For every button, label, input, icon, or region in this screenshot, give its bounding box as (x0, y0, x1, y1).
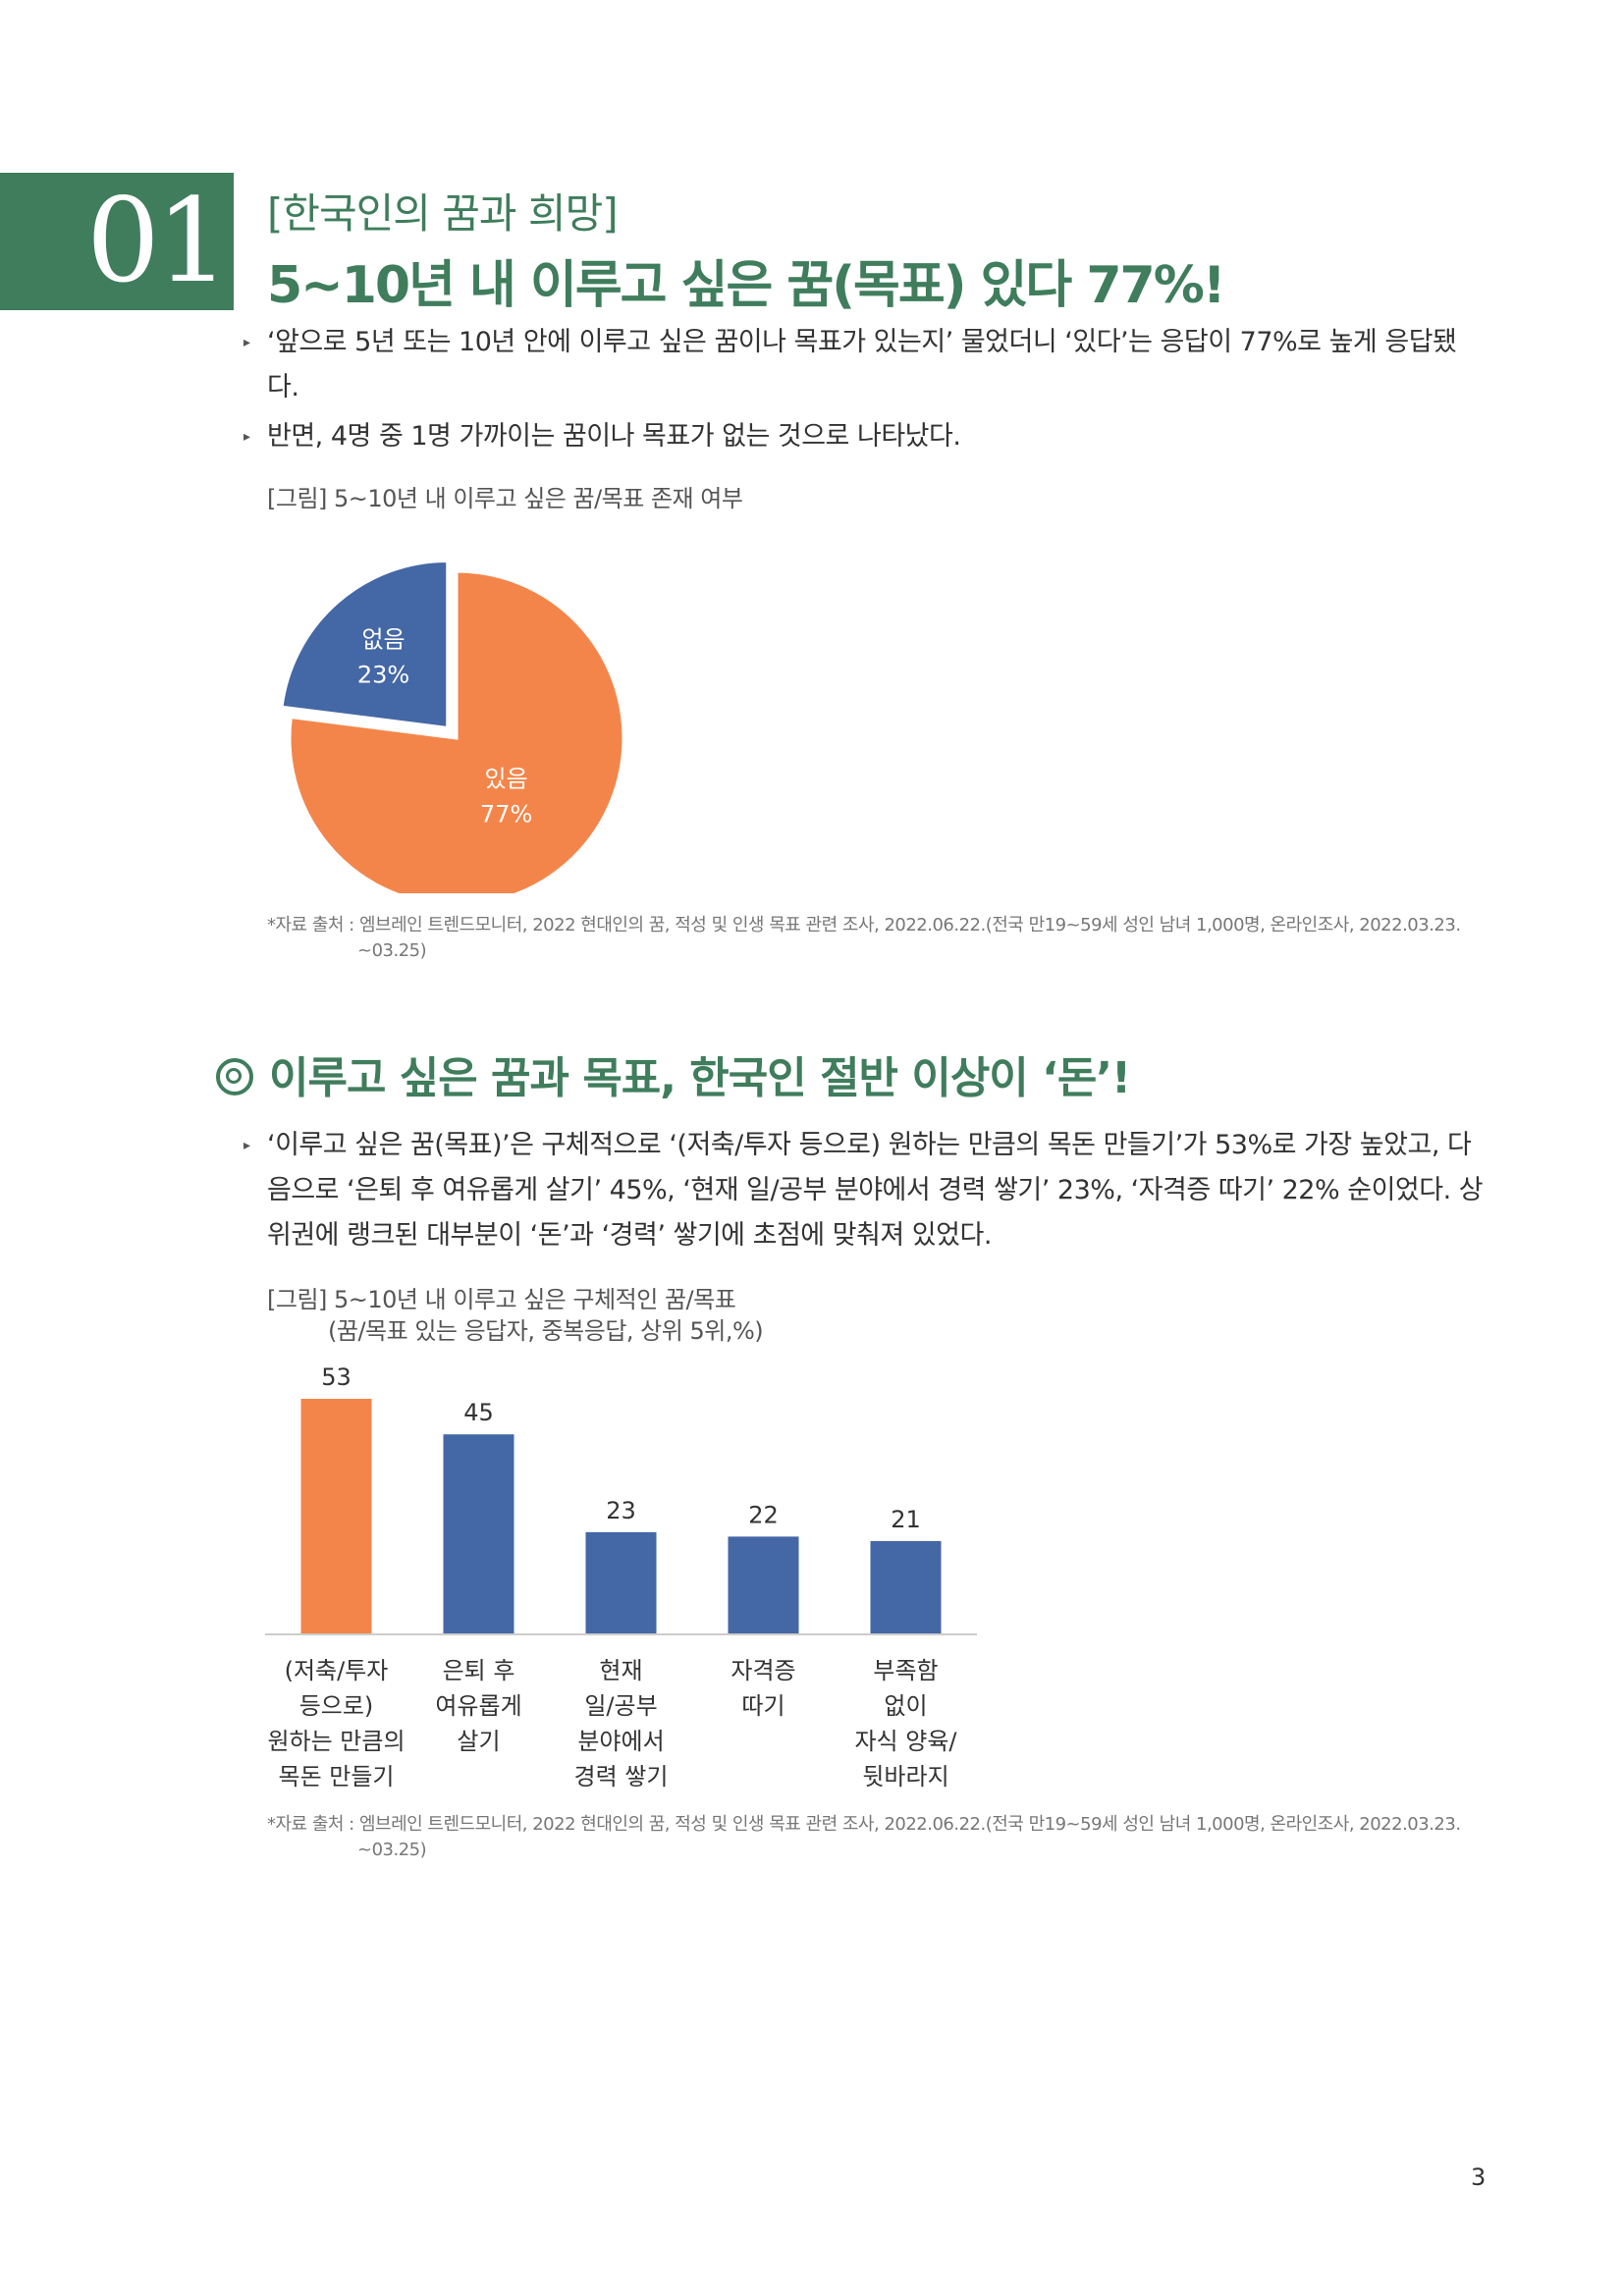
bar (300, 1399, 372, 1634)
bullet-marker-icon: ▸ (243, 429, 250, 445)
category-label: 경력 쌓기 (574, 1763, 669, 1790)
source-note: *자료 출처 : 엠브레인 트렌드모니터, 2022 현대인의 꿈, 적성 및 … (267, 1812, 1465, 1863)
source-note: *자료 출처 : 엠브레인 트렌드모니터, 2022 현대인의 꿈, 적성 및 … (267, 913, 1465, 964)
bar-value-label: 53 (321, 1363, 352, 1391)
source-line: *자료 출처 : 엠브레인 트렌드모니터, 2022 현대인의 꿈, 적성 및 … (267, 1814, 1461, 1835)
category-label: 살기 (457, 1728, 500, 1755)
category-label: (저축/투자 (285, 1657, 389, 1684)
source-line-continued: ~03.25) (357, 1840, 427, 1860)
pie-chart: 없음 23% 있음 77% (280, 559, 625, 893)
bullet-text: ‘이루고 싶은 꿈(목표)’은 구체적으로 ‘(저축/투자 등으로) 원하는 만… (267, 1130, 1484, 1251)
category-label: 등으로) (299, 1692, 374, 1720)
bar (870, 1540, 942, 1634)
category-label: 은퇴 후 (443, 1657, 515, 1684)
category-label: 자식 양육/ (854, 1728, 957, 1755)
page-number: 3 (1471, 2163, 1487, 2191)
category-label: 없이 (884, 1692, 927, 1720)
category-label: 현재 (599, 1657, 642, 1684)
section2-title-text: 이루고 싶은 꿈과 목표, 한국인 절반 이상이 ‘돈’! (269, 1053, 1131, 1103)
bar (585, 1531, 657, 1634)
source-line-continued: ~03.25) (357, 940, 427, 961)
source-line: *자료 출처 : 엠브레인 트렌드모니터, 2022 현대인의 꿈, 적성 및 … (267, 915, 1461, 935)
bullet-marker-icon: ▸ (243, 1138, 250, 1153)
bar (728, 1536, 799, 1634)
category-label: 원하는 만큼의 (267, 1728, 405, 1755)
bullet-text: 반면, 4명 중 1명 가까이는 꿈이나 목표가 없는 것으로 나타났다. (267, 421, 961, 452)
bullet-item: ▸ 반면, 4명 중 1명 가까이는 꿈이나 목표가 없는 것으로 나타났다. (243, 414, 1485, 459)
section-number-box: 01 (0, 173, 234, 310)
bar-value-label: 22 (748, 1501, 779, 1528)
pie-slice-2 (288, 569, 625, 893)
figure2-caption: [그림] 5~10년 내 이루고 싶은 구체적인 꿈/목표 (267, 1286, 736, 1313)
double-circle-icon (216, 1058, 253, 1095)
category-label: 목돈 만들기 (278, 1763, 394, 1790)
category-label: 자격증 (730, 1657, 795, 1684)
pie-slice-value: 23% (357, 662, 409, 689)
category-label: 뒷바라지 (862, 1763, 948, 1790)
bullet-text: ‘앞으로 5년 또는 10년 안에 이루고 싶은 꿈이나 목표가 있는지’ 물었… (267, 327, 1457, 402)
section2-title: 이루고 싶은 꿈과 목표, 한국인 절반 이상이 ‘돈’! (216, 1042, 1131, 1105)
bullet-marker-icon: ▸ (243, 335, 250, 350)
figure2-subcaption: (꿈/목표 있는 응답자, 중복응답, 상위 5위,%) (328, 1317, 764, 1345)
bar-value-label: 45 (463, 1399, 494, 1426)
category-label: 일/공부 (584, 1692, 657, 1720)
pie-slice-value: 77% (480, 800, 532, 828)
category-label: 분야에서 (577, 1728, 664, 1755)
section-kicker: [한국인의 꿈과 희망] (267, 189, 619, 238)
bar-value-label: 21 (891, 1506, 921, 1533)
bar (443, 1434, 514, 1634)
pie-slice-1 (280, 559, 450, 730)
pie-slice-label: 없음 (361, 626, 405, 654)
category-label: 여유롭게 (435, 1692, 521, 1720)
section-number: 01 (85, 173, 230, 308)
headline: 5~10년 내 이루고 싶은 꿈(목표) 있다 77%! (267, 256, 1226, 315)
bullet-item: ▸ ‘앞으로 5년 또는 10년 안에 이루고 싶은 꿈이나 목표가 있는지’ … (243, 320, 1485, 410)
pie-slice-label: 있음 (485, 765, 528, 792)
category-label: 부족함 (873, 1657, 938, 1684)
figure1-caption: [그림] 5~10년 내 이루고 싶은 꿈/목표 존재 여부 (267, 485, 743, 512)
bullet-item: ▸ ‘이루고 싶은 꿈(목표)’은 구체적으로 ‘(저축/투자 등으로) 원하는… (243, 1123, 1485, 1258)
bar-value-label: 23 (606, 1497, 636, 1524)
category-label: 따기 (741, 1692, 784, 1720)
